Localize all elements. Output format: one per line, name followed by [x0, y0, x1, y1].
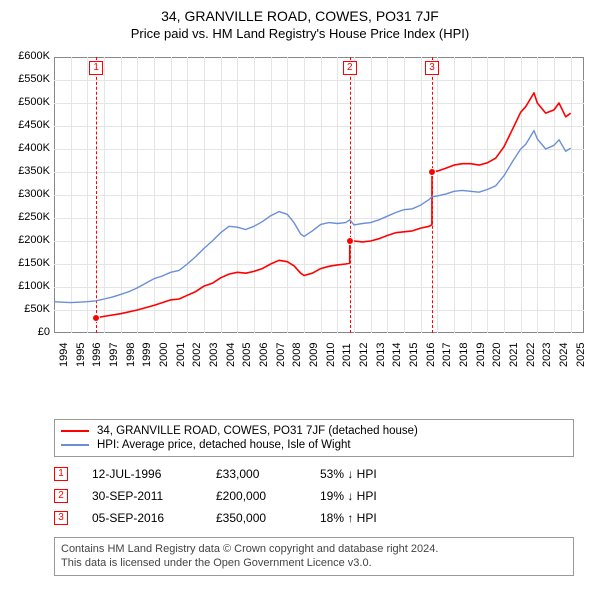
note-date: 05-SEP-2016: [92, 511, 192, 525]
license-line: This data is licensed under the Open Gov…: [61, 556, 567, 570]
legend-label: HPI: Average price, detached house, Isle…: [97, 439, 351, 451]
note-badge: 2: [54, 489, 68, 503]
legend-item: HPI: Average price, detached house, Isle…: [61, 438, 567, 452]
legend-box: 34, GRANVILLE ROAD, COWES, PO31 7JF (det…: [54, 419, 574, 457]
chart-title: 34, GRANVILLE ROAD, COWES, PO31 7JF: [8, 8, 592, 24]
transaction-dot: [346, 237, 354, 245]
chart-container: 34, GRANVILLE ROAD, COWES, PO31 7JF Pric…: [0, 0, 600, 582]
note-pct: 18% ↑ HPI: [320, 511, 410, 525]
note-row: 3 05-SEP-2016 £350,000 18% ↑ HPI: [54, 507, 574, 529]
series-svg: [8, 47, 592, 377]
chart-subtitle: Price paid vs. HM Land Registry's House …: [8, 26, 592, 41]
series-price_paid: [96, 93, 571, 318]
legend-swatch: [61, 430, 89, 432]
license-line: Contains HM Land Registry data © Crown c…: [61, 542, 567, 556]
note-pct: 53% ↓ HPI: [320, 467, 410, 481]
note-badge: 1: [54, 467, 68, 481]
note-date: 12-JUL-1996: [92, 467, 192, 481]
note-price: £350,000: [216, 511, 296, 525]
legend-item: 34, GRANVILLE ROAD, COWES, PO31 7JF (det…: [61, 424, 567, 438]
chart-box: £0£50K£100K£150K£200K£250K£300K£350K£400…: [8, 47, 592, 377]
note-price: £33,000: [216, 467, 296, 481]
note-date: 30-SEP-2011: [92, 489, 192, 503]
transaction-notes: 1 12-JUL-1996 £33,000 53% ↓ HPI 2 30-SEP…: [54, 463, 574, 529]
series-hpi: [54, 131, 571, 303]
transaction-dot: [92, 314, 100, 322]
legend-label: 34, GRANVILLE ROAD, COWES, PO31 7JF (det…: [97, 425, 418, 437]
license-box: Contains HM Land Registry data © Crown c…: [54, 537, 574, 576]
transaction-dot: [428, 168, 436, 176]
note-row: 2 30-SEP-2011 £200,000 19% ↓ HPI: [54, 485, 574, 507]
legend-swatch: [61, 444, 89, 446]
note-badge: 3: [54, 511, 68, 525]
note-row: 1 12-JUL-1996 £33,000 53% ↓ HPI: [54, 463, 574, 485]
note-pct: 19% ↓ HPI: [320, 489, 410, 503]
note-price: £200,000: [216, 489, 296, 503]
